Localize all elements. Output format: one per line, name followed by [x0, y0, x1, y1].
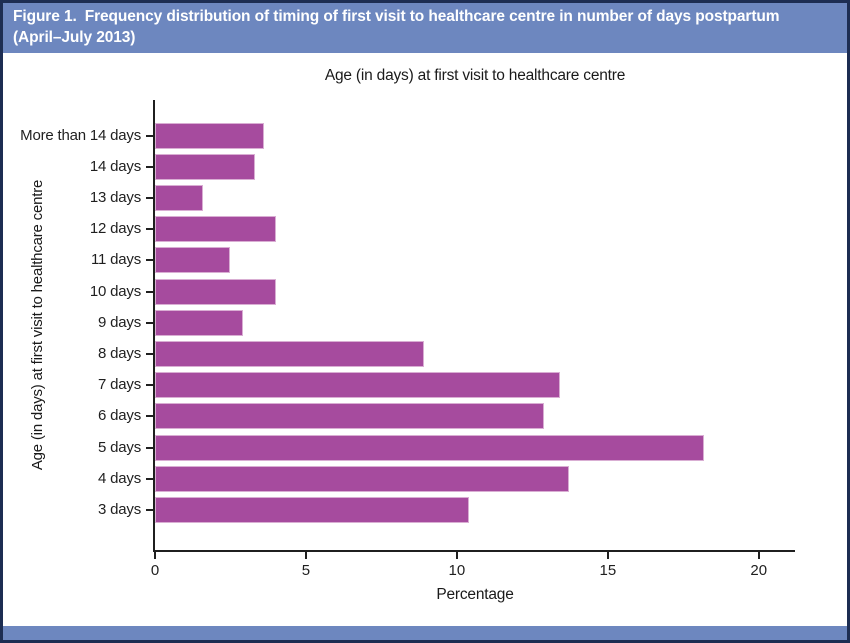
footer-band [3, 626, 847, 640]
bar [155, 309, 243, 336]
bar [155, 153, 255, 180]
figure-caption: Frequency distribution of timing of firs… [13, 8, 780, 46]
y-tick-label: 13 days [89, 189, 141, 206]
chart-title: Age (in days) at first visit to healthca… [324, 67, 626, 84]
bar [155, 185, 204, 211]
y-tick-mark [146, 353, 153, 355]
y-tick-label: 5 days [98, 438, 141, 456]
y-tick-label: 7 days [98, 376, 141, 394]
y-tick-label: 12 days [89, 220, 141, 238]
bar [155, 465, 569, 492]
x-tick-label: 5 [301, 562, 311, 579]
y-tick-mark [146, 446, 153, 449]
plot-area: More than 14 days 14 days 13 days 12 days 11… [20, 100, 795, 579]
y-tick-label: 11 days [90, 251, 141, 269]
x-tick-mark [304, 552, 307, 559]
y-tick-mark [146, 197, 153, 199]
x-tick-mark [757, 552, 760, 559]
y-tick-mark [146, 259, 153, 262]
y-tick-label: 4 days [98, 469, 141, 487]
bar [155, 122, 264, 149]
y-tick-label: 10 days [89, 282, 141, 300]
bar [155, 278, 276, 305]
y-tick-mark [146, 134, 153, 137]
y-tick-mark [146, 228, 153, 231]
bar [155, 434, 705, 461]
y-tick-mark [146, 290, 153, 293]
bar [155, 341, 424, 367]
y-tick-mark [146, 321, 153, 324]
y-tick-label: 3 days [98, 501, 141, 518]
y-tick-label: 9 days [98, 313, 141, 331]
y-axis-line [153, 100, 155, 552]
x-tick-label: 15 [599, 562, 617, 579]
bar [155, 247, 231, 274]
y-tick-mark [146, 509, 153, 511]
x-tick-label: 10 [448, 562, 466, 579]
y-tick-label: 14 days [89, 157, 141, 175]
y-tick-mark [146, 415, 153, 418]
bar [155, 403, 545, 430]
y-tick-mark [146, 384, 153, 387]
y-tick-mark [146, 477, 153, 480]
figure-header: Figure 1. Frequency distribution of timin… [3, 3, 847, 53]
y-tick-label: More than 14 days [20, 126, 141, 144]
x-tick-mark [606, 552, 609, 559]
figure-label: Figure 1. [13, 8, 77, 25]
x-tick-mark [455, 552, 458, 559]
bar [155, 497, 469, 523]
x-axis-line [153, 550, 795, 552]
y-tick-label: 6 days [98, 407, 141, 425]
x-tick-mark [154, 552, 156, 559]
x-tick-label: 20 [750, 562, 768, 579]
x-tick-label: 0 [150, 562, 160, 579]
bar [155, 372, 560, 399]
y-tick-label: 8 days [98, 345, 141, 362]
x-axis-title: Percentage [436, 586, 514, 603]
y-tick-mark [146, 165, 153, 168]
bar [155, 216, 276, 243]
